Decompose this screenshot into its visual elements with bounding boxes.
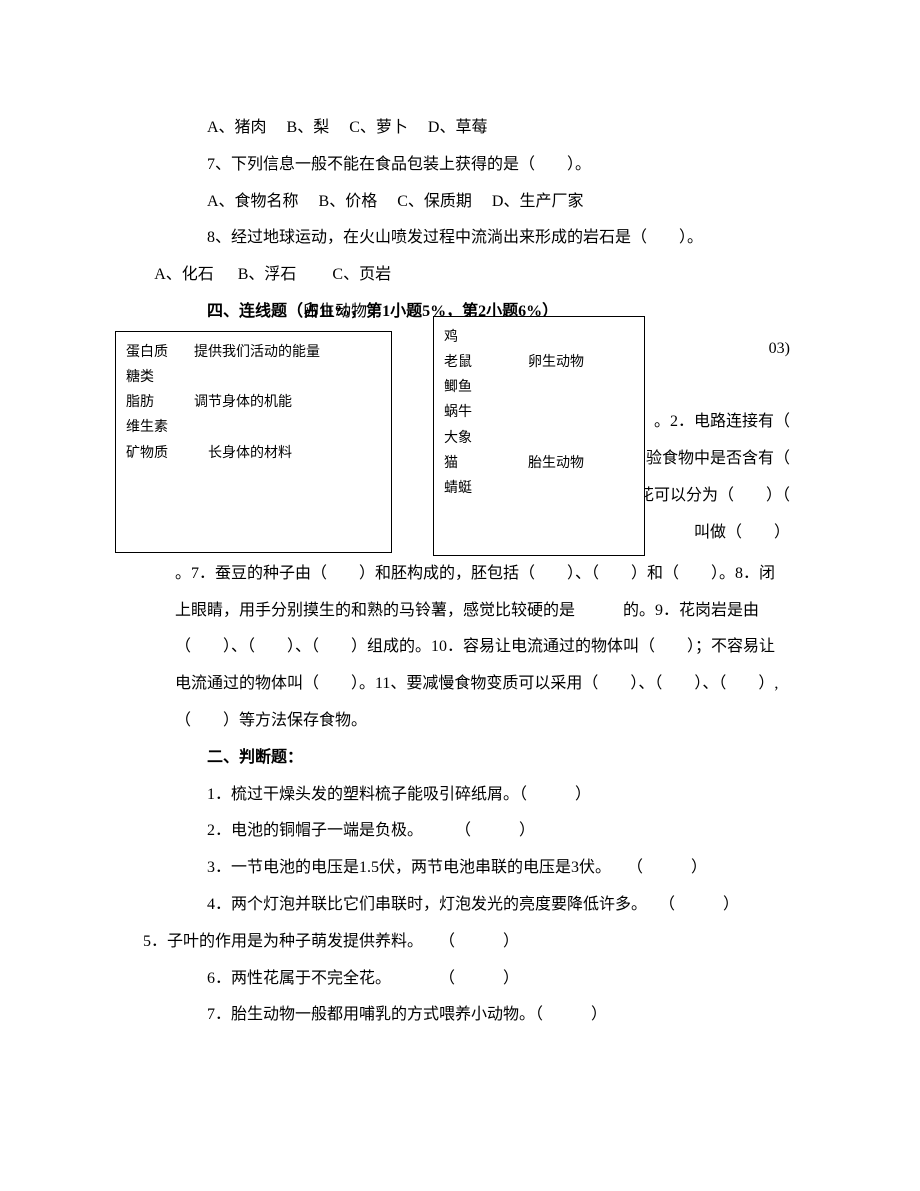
q7-options: A、食物名称 B、价格 C、保质期 D、生产厂家 xyxy=(175,184,790,221)
animal-type: 卵生动物 xyxy=(528,350,584,375)
matching-box-nutrients: 蛋白质 提供我们活动的能量 糖类 脂肪 调节身体的机能 维生素 矿物质 长身体的材料 xyxy=(115,331,392,553)
nutrient-label: 蛋白质 xyxy=(126,340,168,365)
q8-stem: 8、经过地球运动，在火山喷发过程中流淌出来形成的岩石是（ ）。 xyxy=(175,220,790,257)
nutrient-label: 脂肪 xyxy=(126,390,154,415)
animal-label: 猫 xyxy=(444,451,458,476)
animal-label: 蜻蜓 xyxy=(444,476,472,501)
q8-options: A、化石 B、浮石 C、页岩 xyxy=(154,266,391,283)
judge-q3: 3．一节电池的电压是1.5伏，两节电池串联的电压是3伏。 （ ） xyxy=(175,850,790,887)
nutrient-label: 糖类 xyxy=(126,365,154,390)
animal-label: 大象 xyxy=(444,426,472,451)
q6-options: A、猪肉 B、梨 C、萝卜 D、草莓 xyxy=(175,110,790,147)
q7-stem: 7、下列信息一般不能在食品包装上获得的是（ ）。 xyxy=(175,147,790,184)
nutrient-function: 提供我们活动的能量 xyxy=(194,340,320,365)
nutrient-label: 维生素 xyxy=(126,415,168,440)
animal-label: 鸡 xyxy=(444,325,458,350)
section2-title: 二、判断题： xyxy=(175,740,790,777)
judge-q4: 4．两个灯泡并联比它们串联时，灯泡发光的亮度要降低许多。 （ ） xyxy=(175,887,790,924)
judge-q6: 6．两性花属于不完全花。 （ ） xyxy=(175,961,790,998)
nutrient-function: 长身体的材料 xyxy=(208,441,292,466)
judge-q5: 5．子叶的作用是为种子萌发提供养料。 （ ） xyxy=(143,924,790,961)
nutrient-label: 矿物质 xyxy=(126,441,168,466)
fill-questions-7-11: 。7．蚕豆的种子由（ ）和胚构成的，胚包括（ ）、（ ）和（ ）。8．闭上眼睛，… xyxy=(175,556,790,740)
matching-area: 卵生动物 长03) （。2．电路连接有（ 验食物中是否含有（ 花可以分为（ ）（… xyxy=(115,331,790,556)
animal-type: 胎生动物 xyxy=(528,451,584,476)
nutrient-function: 调节身体的机能 xyxy=(194,390,292,415)
judge-q1: 1．梳过干燥头发的塑料梳子能吸引碎纸屑。（ ） xyxy=(175,777,790,814)
matching-box-animals: 鸡 老鼠 卵生动物 鲫鱼 蜗牛 大象 猫 胎生动物 蜻蜓 xyxy=(433,316,645,556)
judge-q7: 7．胎生动物一般都用哺乳的方式喂养小动物。（ ） xyxy=(175,997,790,1034)
animal-label: 鲫鱼 xyxy=(444,375,472,400)
judge-q2: 2．电池的铜帽子一端是负极。 （ ） xyxy=(175,813,790,850)
document-content: A、猪肉 B、梨 C、萝卜 D、草莓 7、下列信息一般不能在食品包装上获得的是（… xyxy=(0,0,920,1094)
animal-label: 老鼠 xyxy=(444,350,472,375)
animal-label: 蜗牛 xyxy=(444,400,472,425)
